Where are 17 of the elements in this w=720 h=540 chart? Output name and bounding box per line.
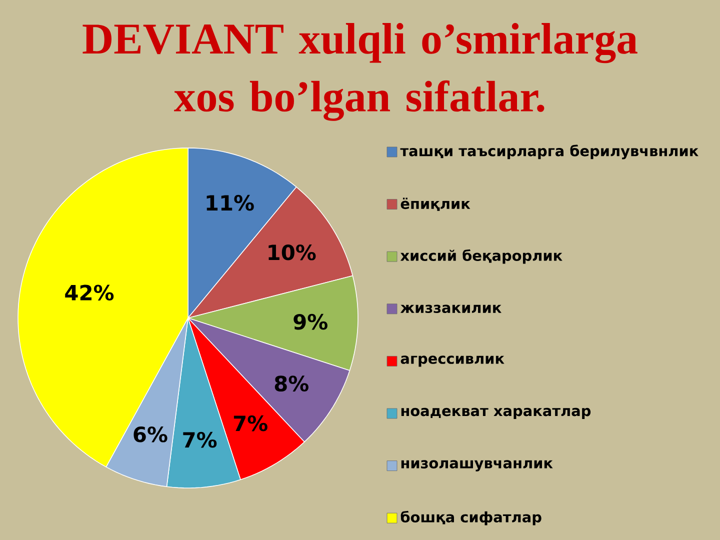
legend-label: агрессивлик: [400, 356, 504, 367]
legend-label: бошқа сифатлар: [400, 510, 542, 526]
data-label: 8%: [274, 376, 308, 392]
data-label: 11%: [206, 194, 254, 211]
legend-label: ташқи таъсирларга берилувчвнлик: [400, 144, 698, 160]
data-label: 10%: [268, 244, 316, 260]
legend-label: ноадекват харакатлар: [401, 408, 591, 420]
chart-title: DEVIANT xulqli o’smirlarga xos bo’lgan sifatlar.: [82, 23, 638, 121]
legend-label: низолашувчанлик: [401, 460, 553, 472]
data-label: 6%: [134, 426, 168, 442]
data-label: 7%: [183, 432, 217, 448]
legend-label: ёпиқлик: [400, 198, 470, 211]
legend-label: жиззакилик: [400, 304, 502, 314]
data-label: 42%: [65, 284, 114, 301]
data-label: 7%: [234, 415, 268, 432]
data-label: 9%: [294, 314, 328, 330]
legend-label: хиссий беқарорлик: [400, 249, 562, 264]
